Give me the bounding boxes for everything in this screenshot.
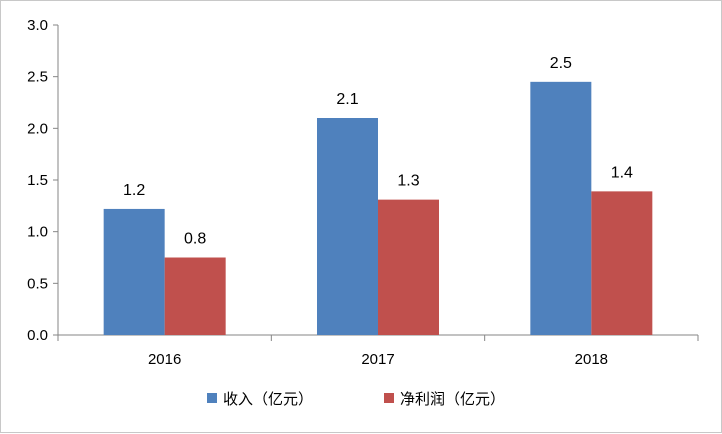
chart-data-labels: 1.2 0.8 2.1 1.3 2.5 1.4 (123, 55, 633, 248)
chart-legend: 收入（亿元） 净利润（亿元） (207, 390, 505, 408)
y-tick-label: 1.5 (27, 172, 48, 189)
legend-label-net-profit: 净利润（亿元） (400, 390, 505, 408)
data-label-net-profit-2018: 1.4 (611, 164, 633, 181)
y-tick-label: 3.0 (27, 17, 48, 34)
bar-net-profit-2016 (164, 257, 226, 335)
data-label-revenue-2016: 1.2 (123, 182, 145, 199)
bar-revenue-2016 (103, 208, 165, 335)
data-label-revenue-2017: 2.1 (336, 91, 358, 108)
x-tick-label: 2016 (148, 351, 181, 368)
legend-swatch-revenue (207, 393, 217, 403)
data-label-revenue-2018: 2.5 (550, 55, 572, 72)
legend-swatch-net-profit (384, 393, 394, 403)
bar-net-profit-2017 (378, 199, 439, 335)
y-tick-label: 2.5 (27, 69, 48, 86)
x-tick-label: 2018 (575, 351, 608, 368)
x-tick-label: 2017 (361, 351, 394, 368)
bar-revenue-2017 (317, 118, 378, 335)
y-tick-label: 1.0 (27, 224, 48, 241)
y-tick-label: 2.0 (27, 120, 48, 137)
bar-net-profit-2018 (591, 191, 653, 335)
y-tick-label: 0.0 (27, 327, 48, 344)
data-label-net-profit-2016: 0.8 (184, 231, 206, 248)
legend-label-revenue: 收入（亿元） (223, 390, 313, 408)
chart-bars (103, 81, 653, 335)
y-tick-label: 0.5 (27, 275, 48, 292)
bar-revenue-2018 (530, 81, 592, 335)
data-label-net-profit-2017: 1.3 (397, 173, 419, 190)
